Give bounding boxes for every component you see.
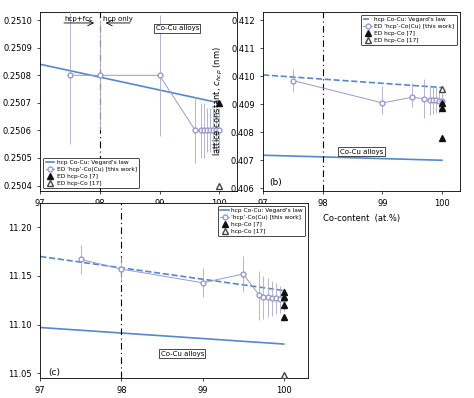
X-axis label: Co-content  (at.%): Co-content (at.%) bbox=[323, 214, 400, 223]
X-axis label: Co-content  (at.%): Co-content (at.%) bbox=[100, 214, 177, 223]
Legend: hcp Co-Cu: Vegard's law, ‘hcp’-Co(Cu) [this work], hcp-Co [7], hcp-Co [17]: hcp Co-Cu: Vegard's law, ‘hcp’-Co(Cu) [t… bbox=[218, 206, 305, 236]
Legend: hcp Co-Cu: Vegard's law, ED ‘hcp’-Co(Cu) [this work], ED hcp-Co [7], ED hcp-Co [: hcp Co-Cu: Vegard's law, ED ‘hcp’-Co(Cu)… bbox=[43, 158, 139, 188]
Text: (c): (c) bbox=[48, 368, 60, 377]
Text: (b): (b) bbox=[269, 178, 282, 187]
Text: (a): (a) bbox=[46, 176, 59, 185]
Legend: hcp Co-Cu: Vegard's law, ED ‘hcp’-Co(Cu) [this work], ED hcp-Co [7], ED hcp-Co [: hcp Co-Cu: Vegard's law, ED ‘hcp’-Co(Cu)… bbox=[361, 15, 457, 45]
Text: hcp+fcc: hcp+fcc bbox=[64, 16, 93, 22]
Y-axis label: average atomic volume, $V_{hcp}$ (Å³/atom): average atomic volume, $V_{hcp}$ (Å³/ato… bbox=[0, 208, 3, 373]
Text: Co-Cu alloys: Co-Cu alloys bbox=[340, 149, 383, 155]
Text: Co-Cu alloys: Co-Cu alloys bbox=[161, 351, 204, 357]
Text: Co-Cu alloys: Co-Cu alloys bbox=[155, 25, 199, 31]
Y-axis label: lattice constant, $c_{hcp}$ (nm): lattice constant, $c_{hcp}$ (nm) bbox=[212, 47, 226, 156]
Text: hcp only: hcp only bbox=[103, 16, 133, 22]
